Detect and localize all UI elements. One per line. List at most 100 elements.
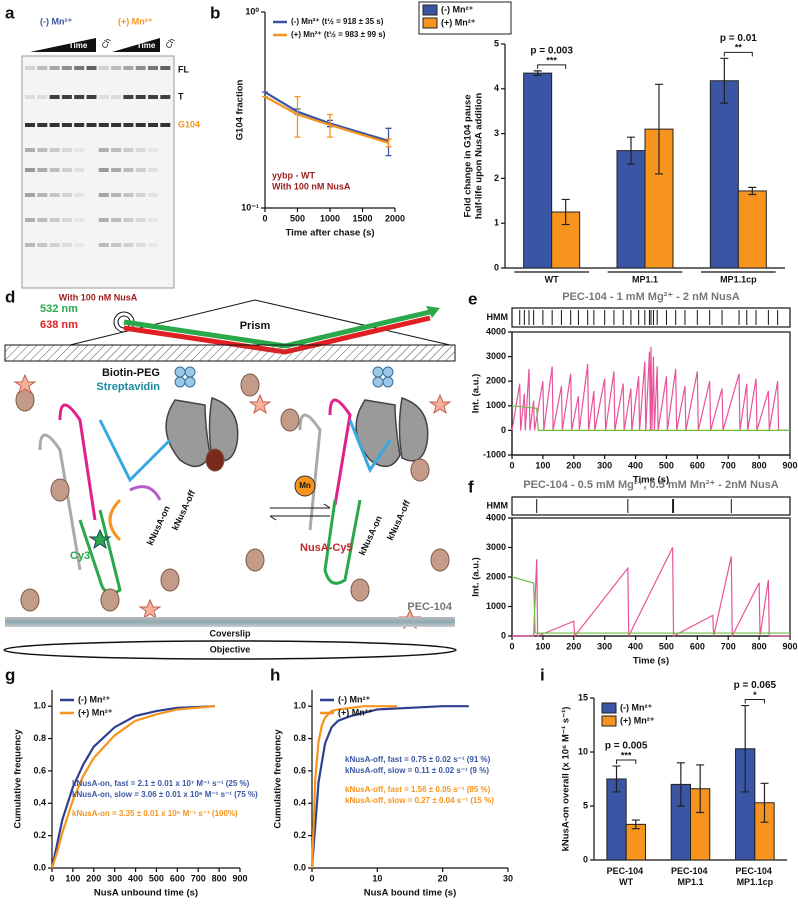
gel-band [123,193,134,197]
y-tick-label: 5 [494,38,499,48]
x-tick-label: MP1.1 [632,274,658,284]
y-axis-label: Int. (a.u.) [471,557,482,597]
gel-band [148,168,158,172]
bar [616,150,646,269]
rate-label: kNusA-on [145,504,172,547]
chase-label: Ch [100,37,113,50]
annotation: kNusA-off, slow = 0.11 ± 0.02 s⁻¹ (9 %) [345,766,489,775]
x-tick-label: 400 [128,873,143,883]
y-tick-label: 3000 [486,351,506,361]
y-tick-label: 3 [494,128,499,138]
beam-arrow [426,306,440,318]
band-label: T [178,91,184,101]
gel-band [148,193,158,197]
objective-label: Objective [210,644,251,654]
bar [523,72,553,269]
hmm-label: HMM [487,500,509,510]
band-label: G104 [178,119,200,129]
gel-band [98,168,109,172]
legend-label: (-) Mn²⁺ [620,702,652,712]
time-label: Time [69,41,88,50]
legend-swatch [601,715,617,727]
gel-caption: With 100 nM NusA [59,292,138,302]
gel-band [98,148,109,152]
y-tick-label: 0 [501,630,506,640]
line-series [50,705,215,869]
gel-band [98,243,109,247]
panel-label: a [5,3,15,22]
x-tick-label: 400 [628,641,643,651]
error-bar [561,198,570,226]
surface-label: Biotin-PEG [102,367,160,379]
gel-band [49,123,60,127]
error-bar [720,57,729,104]
y-tick-label: -1000 [483,449,506,459]
error-bar [696,764,705,814]
x-tick-label: 500 [659,641,674,651]
y-tick-label: 0.6 [293,765,306,775]
laser-label: 638 nm [40,319,78,331]
significance-stars: *** [546,55,557,65]
gel-band [37,123,48,127]
equilibrium-arrow [269,515,330,521]
x-tick-label: 1500 [352,213,372,223]
gel-band [135,66,146,70]
gel-band [135,123,146,127]
y-tick-label: 0.0 [293,862,306,872]
gel-band [25,243,35,247]
x-tick-label: 500 [149,873,164,883]
x-tick-label: 500 [659,460,674,470]
error-bar [385,138,392,148]
gel-band [86,95,97,99]
gel-band [25,218,35,222]
gel-band [123,168,134,172]
x-tick-label: 600 [690,641,705,651]
x-tick-label: 900 [232,873,247,883]
x-tick-label: 100 [535,641,550,651]
annotation: With 100 nM NusA [272,181,351,191]
gel-band [111,148,122,152]
plot-frame [511,517,791,637]
gel-band [74,148,85,152]
x-tick-label: 0 [509,641,514,651]
y-tick-label: 2 [494,173,499,183]
annotation: kNusA-on, fast = 2.1 ± 0.01 x 10⁷ M⁻¹ s⁻… [72,779,250,788]
error-bar [294,95,301,138]
gel-band [111,95,122,99]
y-axis-label: Cumulative frequency [13,729,24,829]
x-tick-label: 700 [721,460,736,470]
x-tick-label: 200 [566,641,581,651]
y-tick-label: 4000 [486,326,506,336]
panel-label: f [468,477,474,496]
gel-band [49,243,60,247]
p-value: p = 0.005 [605,741,648,752]
panel-label: b [210,3,220,22]
x-tick-label: 800 [212,873,227,883]
y-tick-label: 1000 [486,400,506,410]
chart-title: PEC-104 - 0.5 mM Mg²⁺, 0.5 mM Mn²⁺ - 2nM… [523,479,779,491]
significance-bracket [744,699,765,704]
gel-band [74,243,85,247]
donor-label: Cy3 [70,550,90,562]
gel-band [74,218,85,222]
y-tick-label: 10⁰ [245,6,259,16]
y-tick-label: 0.4 [293,798,306,808]
line-series [50,705,216,869]
annotation: kNusA-on = 3.35 ± 0.01 x 10⁶ M⁻¹ s⁻¹ (10… [72,809,238,818]
y-axis-label: G104 fraction [235,79,246,140]
mn-ion [294,475,316,497]
y-tick-label: 10 [578,746,588,756]
intensity-trace [511,405,790,431]
annotation: kNusA-off, slow = 0.27 ± 0.04 s⁻¹ (15 %) [345,796,494,805]
significance-bracket [723,51,753,57]
gel-band [61,66,72,70]
complex-label: PEC-104 [407,601,453,613]
rate-label: kNusA-off [385,498,413,542]
error-bar [631,819,640,830]
y-tick-label: 2000 [486,571,506,581]
x-tick-label: 800 [752,641,767,651]
band-label: FL [178,64,189,74]
y-tick-label: 0.2 [33,830,46,840]
gel-band [98,218,109,222]
